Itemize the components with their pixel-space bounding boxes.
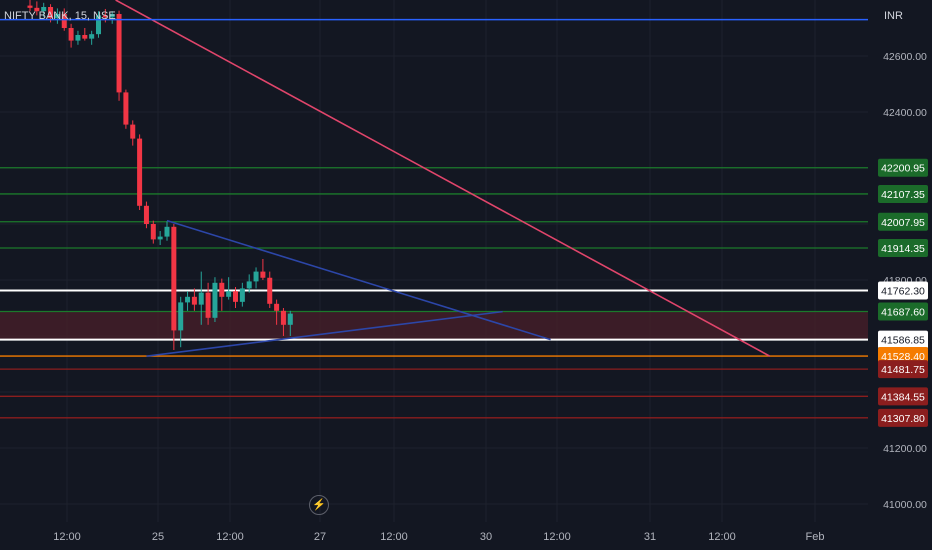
level-label: 42107.35 [881,189,925,201]
candle-body [41,7,47,12]
candle-body [27,5,33,8]
candle-body [198,292,204,305]
level-label: 42200.95 [881,163,925,175]
candle-body [191,296,197,305]
level-label-bg [878,212,928,231]
candle-body [75,35,81,41]
candle-body [34,7,40,12]
candle-body [48,7,54,19]
symbol-title[interactable]: NIFTY BANK, 15, NSE [4,10,116,22]
x-tick-label: 25 [152,531,164,543]
level-label-bg [878,330,928,349]
candle-body [123,92,129,125]
candle-body [150,224,156,240]
candle-body [239,288,245,302]
time-axis-bg [0,522,932,550]
candle-body [274,303,280,311]
y-tick-label: 42400.00 [883,107,927,119]
candle-body [89,34,95,39]
currency-label[interactable]: INR [884,10,903,22]
y-tick-label: 41000.00 [883,499,927,511]
level-label-bg [878,302,928,321]
candle-body [253,271,259,282]
level-label: 41914.35 [881,243,925,255]
triangle-upper-line [166,219,551,341]
x-tick-label: Feb [806,531,825,543]
candle-body [137,138,143,206]
candle-body [157,236,163,240]
level-label-bg [878,184,928,203]
level-label: 41586.85 [881,335,925,347]
level-label: 41687.60 [881,306,925,318]
candle-body [116,14,122,93]
candle-body [130,124,136,139]
candle-body [102,15,108,18]
level-label: 41528.40 [881,351,925,363]
candle-body [164,226,170,237]
candle-body [68,28,74,41]
level-label-bg [878,408,928,427]
candle-body [246,281,252,289]
candle-body [287,313,293,325]
price-axis-bg [868,0,932,550]
grid [0,0,868,522]
candle-body [54,14,60,19]
candle-body [260,271,266,278]
x-tick-label: 12:00 [380,531,408,543]
candle-body [205,292,211,318]
candle-body [61,14,67,28]
level-label: 41762.30 [881,286,925,298]
x-tick-label: 12:00 [53,531,81,543]
descending-trendline [115,0,771,357]
candle-body [267,277,273,304]
resistance-zone [0,311,868,340]
price-levels [0,167,868,419]
level-label: 41384.55 [881,391,925,403]
candle-body [226,291,232,297]
time-axis[interactable]: 12:00 25 12:00 27 12:00 30 12:00 31 12:00 Feb [0,522,932,550]
level-label-bg [878,360,928,379]
drawings [0,0,868,357]
level-label: 41481.75 [881,364,925,376]
triangle-lower-line [146,310,503,357]
level-label-bg [878,281,928,300]
x-tick-label: 30 [480,531,492,543]
x-tick-label: 12:00 [216,531,244,543]
candle-body [178,302,184,331]
candlesticks [27,0,293,350]
x-tick-label: 31 [644,531,656,543]
lightning-bolt-icon[interactable]: ⚡ [309,495,329,515]
candle-body [185,296,191,303]
level-label-bg [878,387,928,406]
y-tick-label: 41200.00 [883,443,927,455]
y-tick-label: 42600.00 [883,51,927,63]
candle-body [171,226,177,331]
candle-body [82,35,88,39]
level-label: 42007.95 [881,217,925,229]
candle-body [212,282,218,318]
candle-body [143,205,149,224]
price-level-labels: 42200.95 42107.35 42007.95 41914.35 41762.30… [878,158,928,427]
x-tick-label: 27 [314,531,326,543]
candle-body [233,291,238,302]
x-tick-label: 12:00 [708,531,736,543]
x-tick-label: 12:00 [543,531,571,543]
candle-body [109,14,115,18]
price-zone [0,311,868,340]
level-label: 41307.80 [881,413,925,425]
candle-body [96,15,101,35]
level-label-bg [878,238,928,257]
level-label-bg [878,158,928,177]
candle-body [280,310,286,325]
candle-body [219,282,225,297]
